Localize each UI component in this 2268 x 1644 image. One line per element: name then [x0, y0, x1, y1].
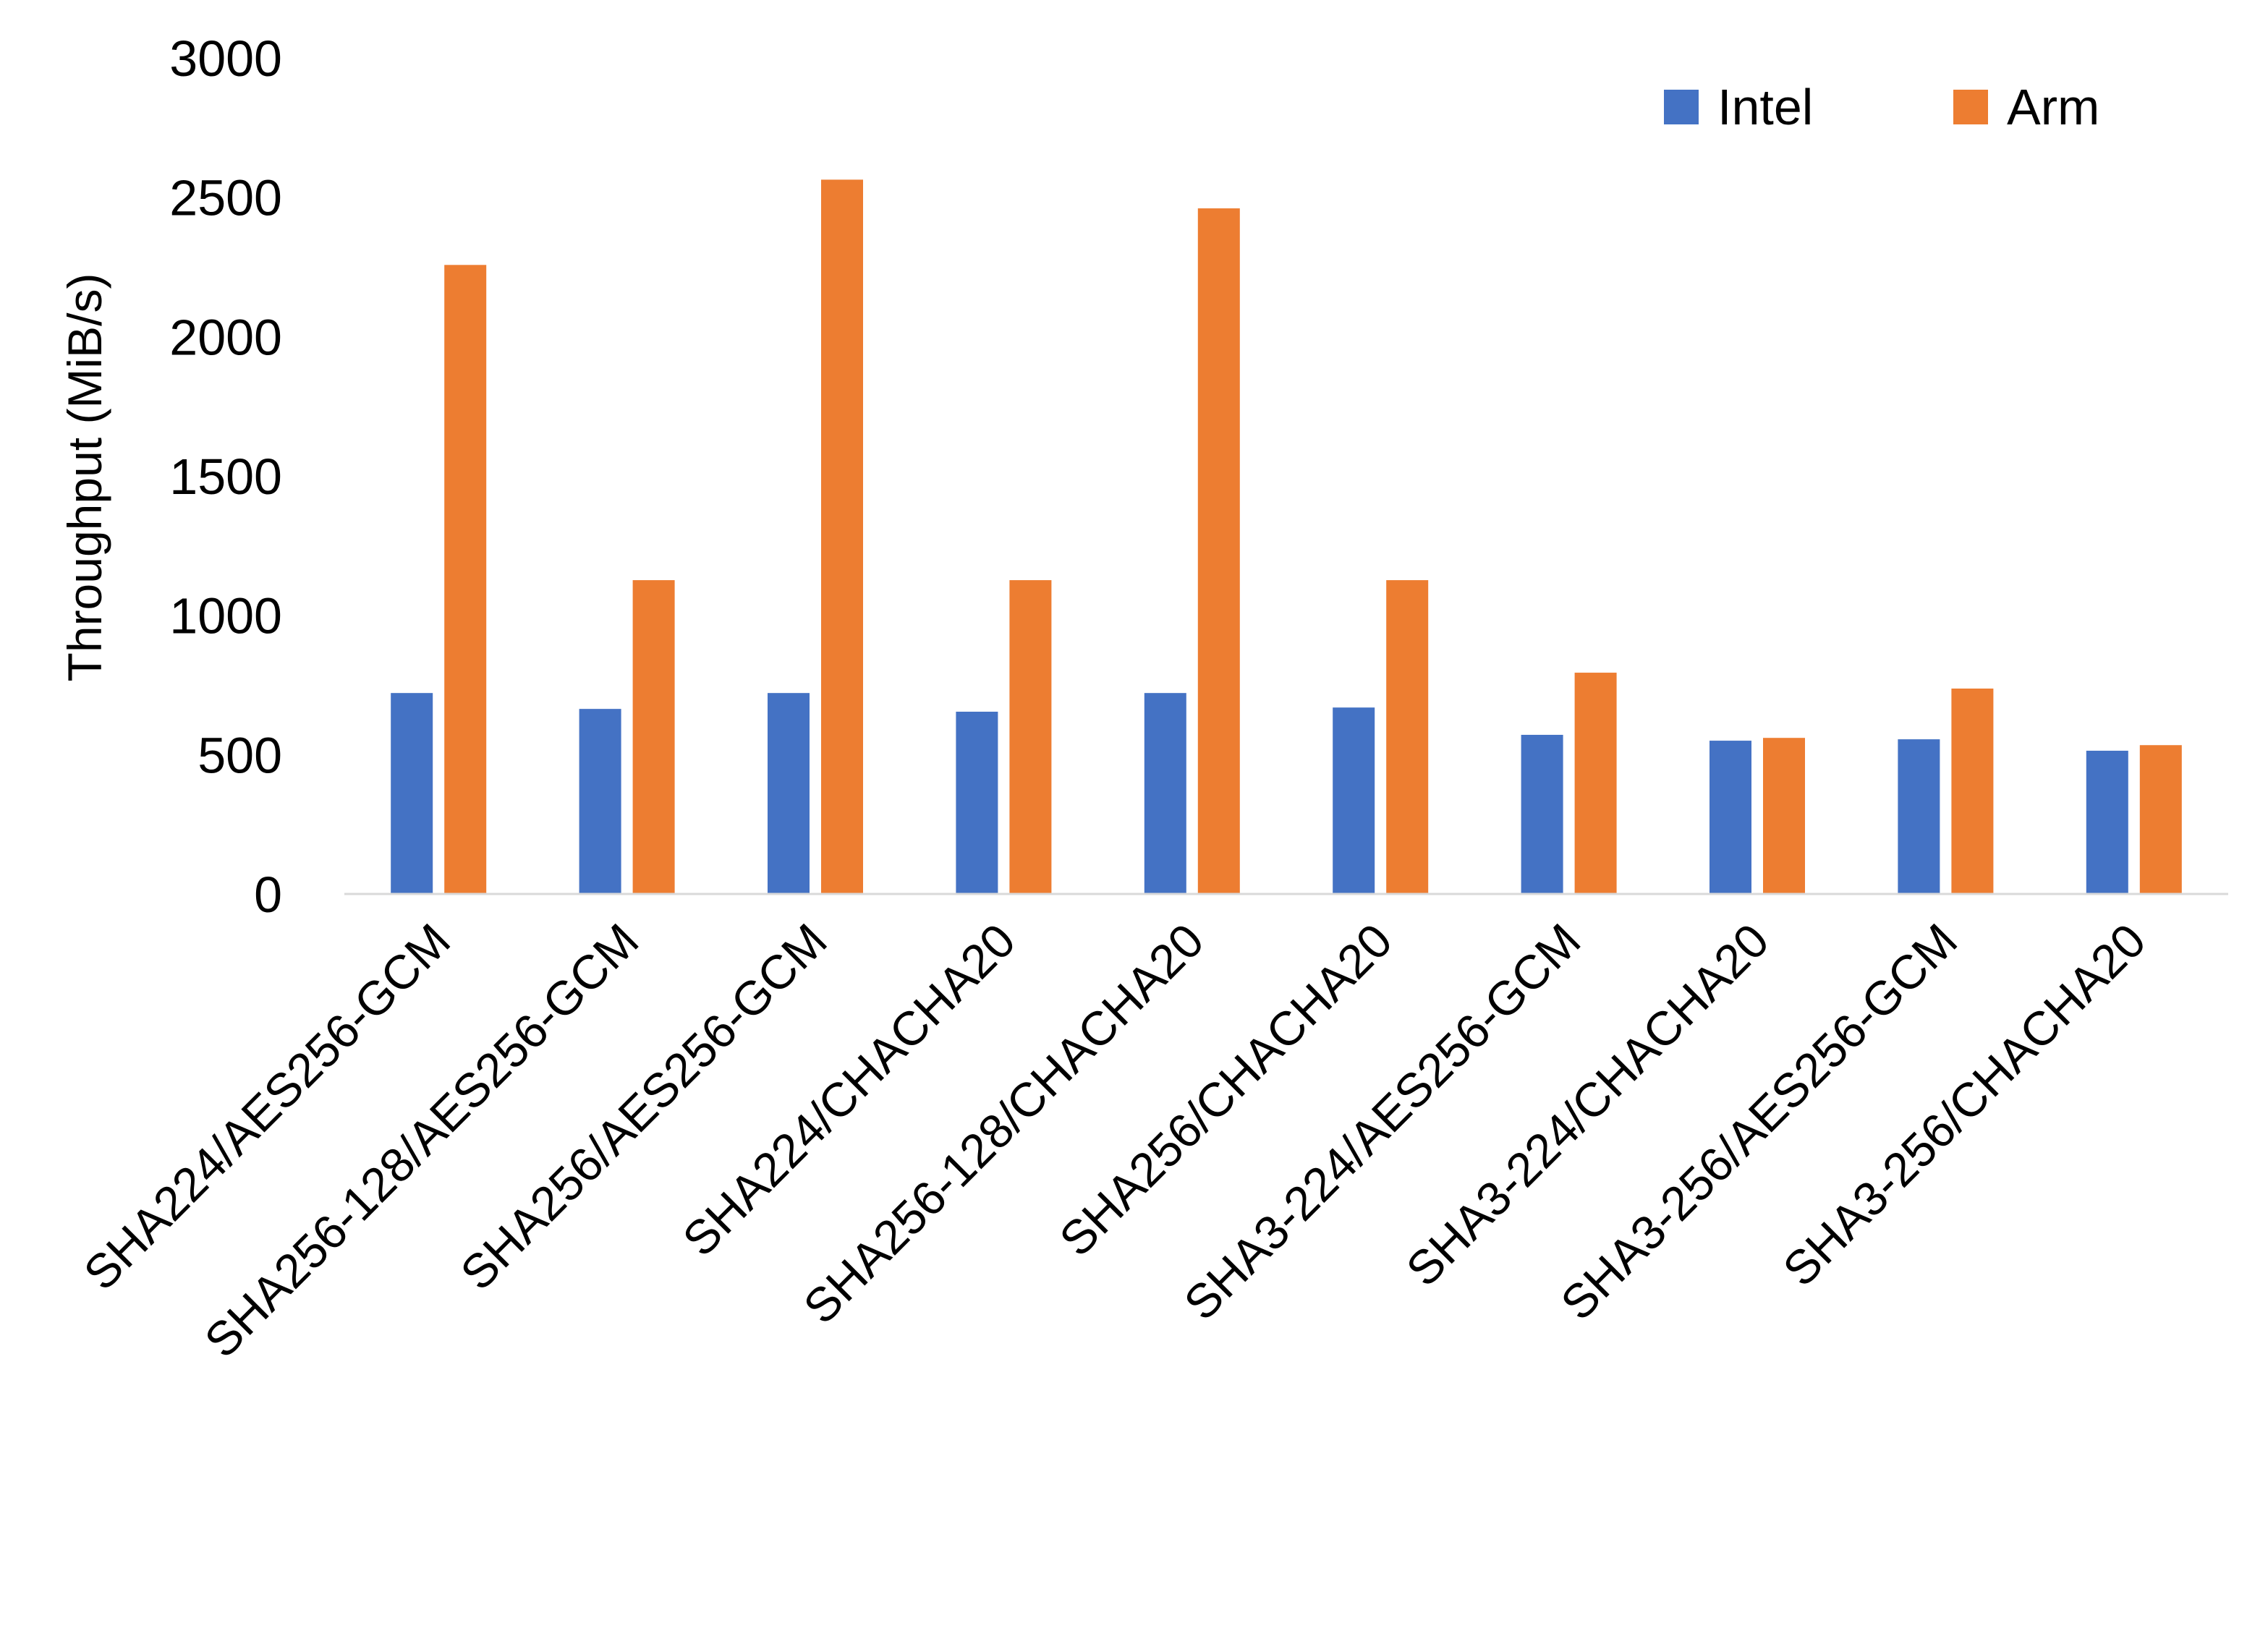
y-tick-label: 1500 — [169, 448, 282, 505]
legend-label-arm: Arm — [2007, 79, 2099, 135]
legend-swatch-intel — [1664, 90, 1699, 124]
bar-arm — [1197, 208, 1240, 895]
x-tick-label: SHA224/CHACHA20 — [672, 913, 1025, 1266]
bar-arm — [444, 265, 487, 894]
legend: Intel Arm — [1664, 79, 2099, 135]
bar-arm — [632, 580, 675, 894]
bar-arm — [1763, 738, 1805, 894]
bar-intel — [1521, 734, 1563, 894]
x-axis-labels: SHA224/AES256-GCMSHA256-128/AES256-GCMSH… — [73, 913, 2155, 1368]
bar-arm — [1951, 689, 1994, 894]
x-tick-label: SHA3-224/CHACHA20 — [1396, 913, 1779, 1297]
bar-intel — [956, 711, 998, 894]
x-tick-label: SHA256/CHACHA20 — [1049, 913, 1402, 1266]
y-tick-label: 500 — [198, 727, 282, 783]
bar-arm — [1574, 673, 1617, 894]
bar-arm — [1386, 580, 1429, 894]
x-tick-label: SHA256-128/CHACHA20 — [793, 913, 1214, 1334]
bar-intel — [768, 693, 810, 894]
bar-arm — [821, 179, 863, 894]
x-tick-label: SHA224/AES256-GCM — [73, 913, 460, 1300]
bar-intel — [579, 709, 621, 894]
bar-intel — [1333, 707, 1375, 894]
y-tick-label: 2500 — [169, 170, 282, 226]
bar-intel — [1898, 739, 1940, 894]
x-tick-label: SHA256/AES256-GCM — [450, 913, 837, 1300]
legend-label-intel: Intel — [1717, 79, 1813, 135]
bar-intel — [391, 693, 433, 894]
bar-intel — [1144, 693, 1186, 894]
y-tick-label: 0 — [254, 866, 282, 923]
bar-intel — [2086, 750, 2128, 894]
bars — [391, 179, 2182, 895]
legend-swatch-arm — [1953, 90, 1988, 124]
y-tick-label: 3000 — [169, 30, 282, 87]
y-axis-title: Throughput (MiB/s) — [58, 273, 111, 682]
x-tick-label: SHA3-256/AES256-GCM — [1550, 913, 1967, 1330]
y-tick-label: 2000 — [169, 309, 282, 365]
bar-arm — [1009, 580, 1052, 894]
bar-intel — [1710, 741, 1751, 894]
y-tick-label: 1000 — [169, 588, 282, 644]
y-axis-ticks: 0 500 1000 1500 2000 2500 3000 — [169, 30, 282, 923]
x-tick-label: SHA3-224/AES256-GCM — [1173, 913, 1590, 1330]
x-tick-label: SHA3-256/CHACHA20 — [1772, 913, 2156, 1297]
bar-arm — [2139, 745, 2182, 894]
